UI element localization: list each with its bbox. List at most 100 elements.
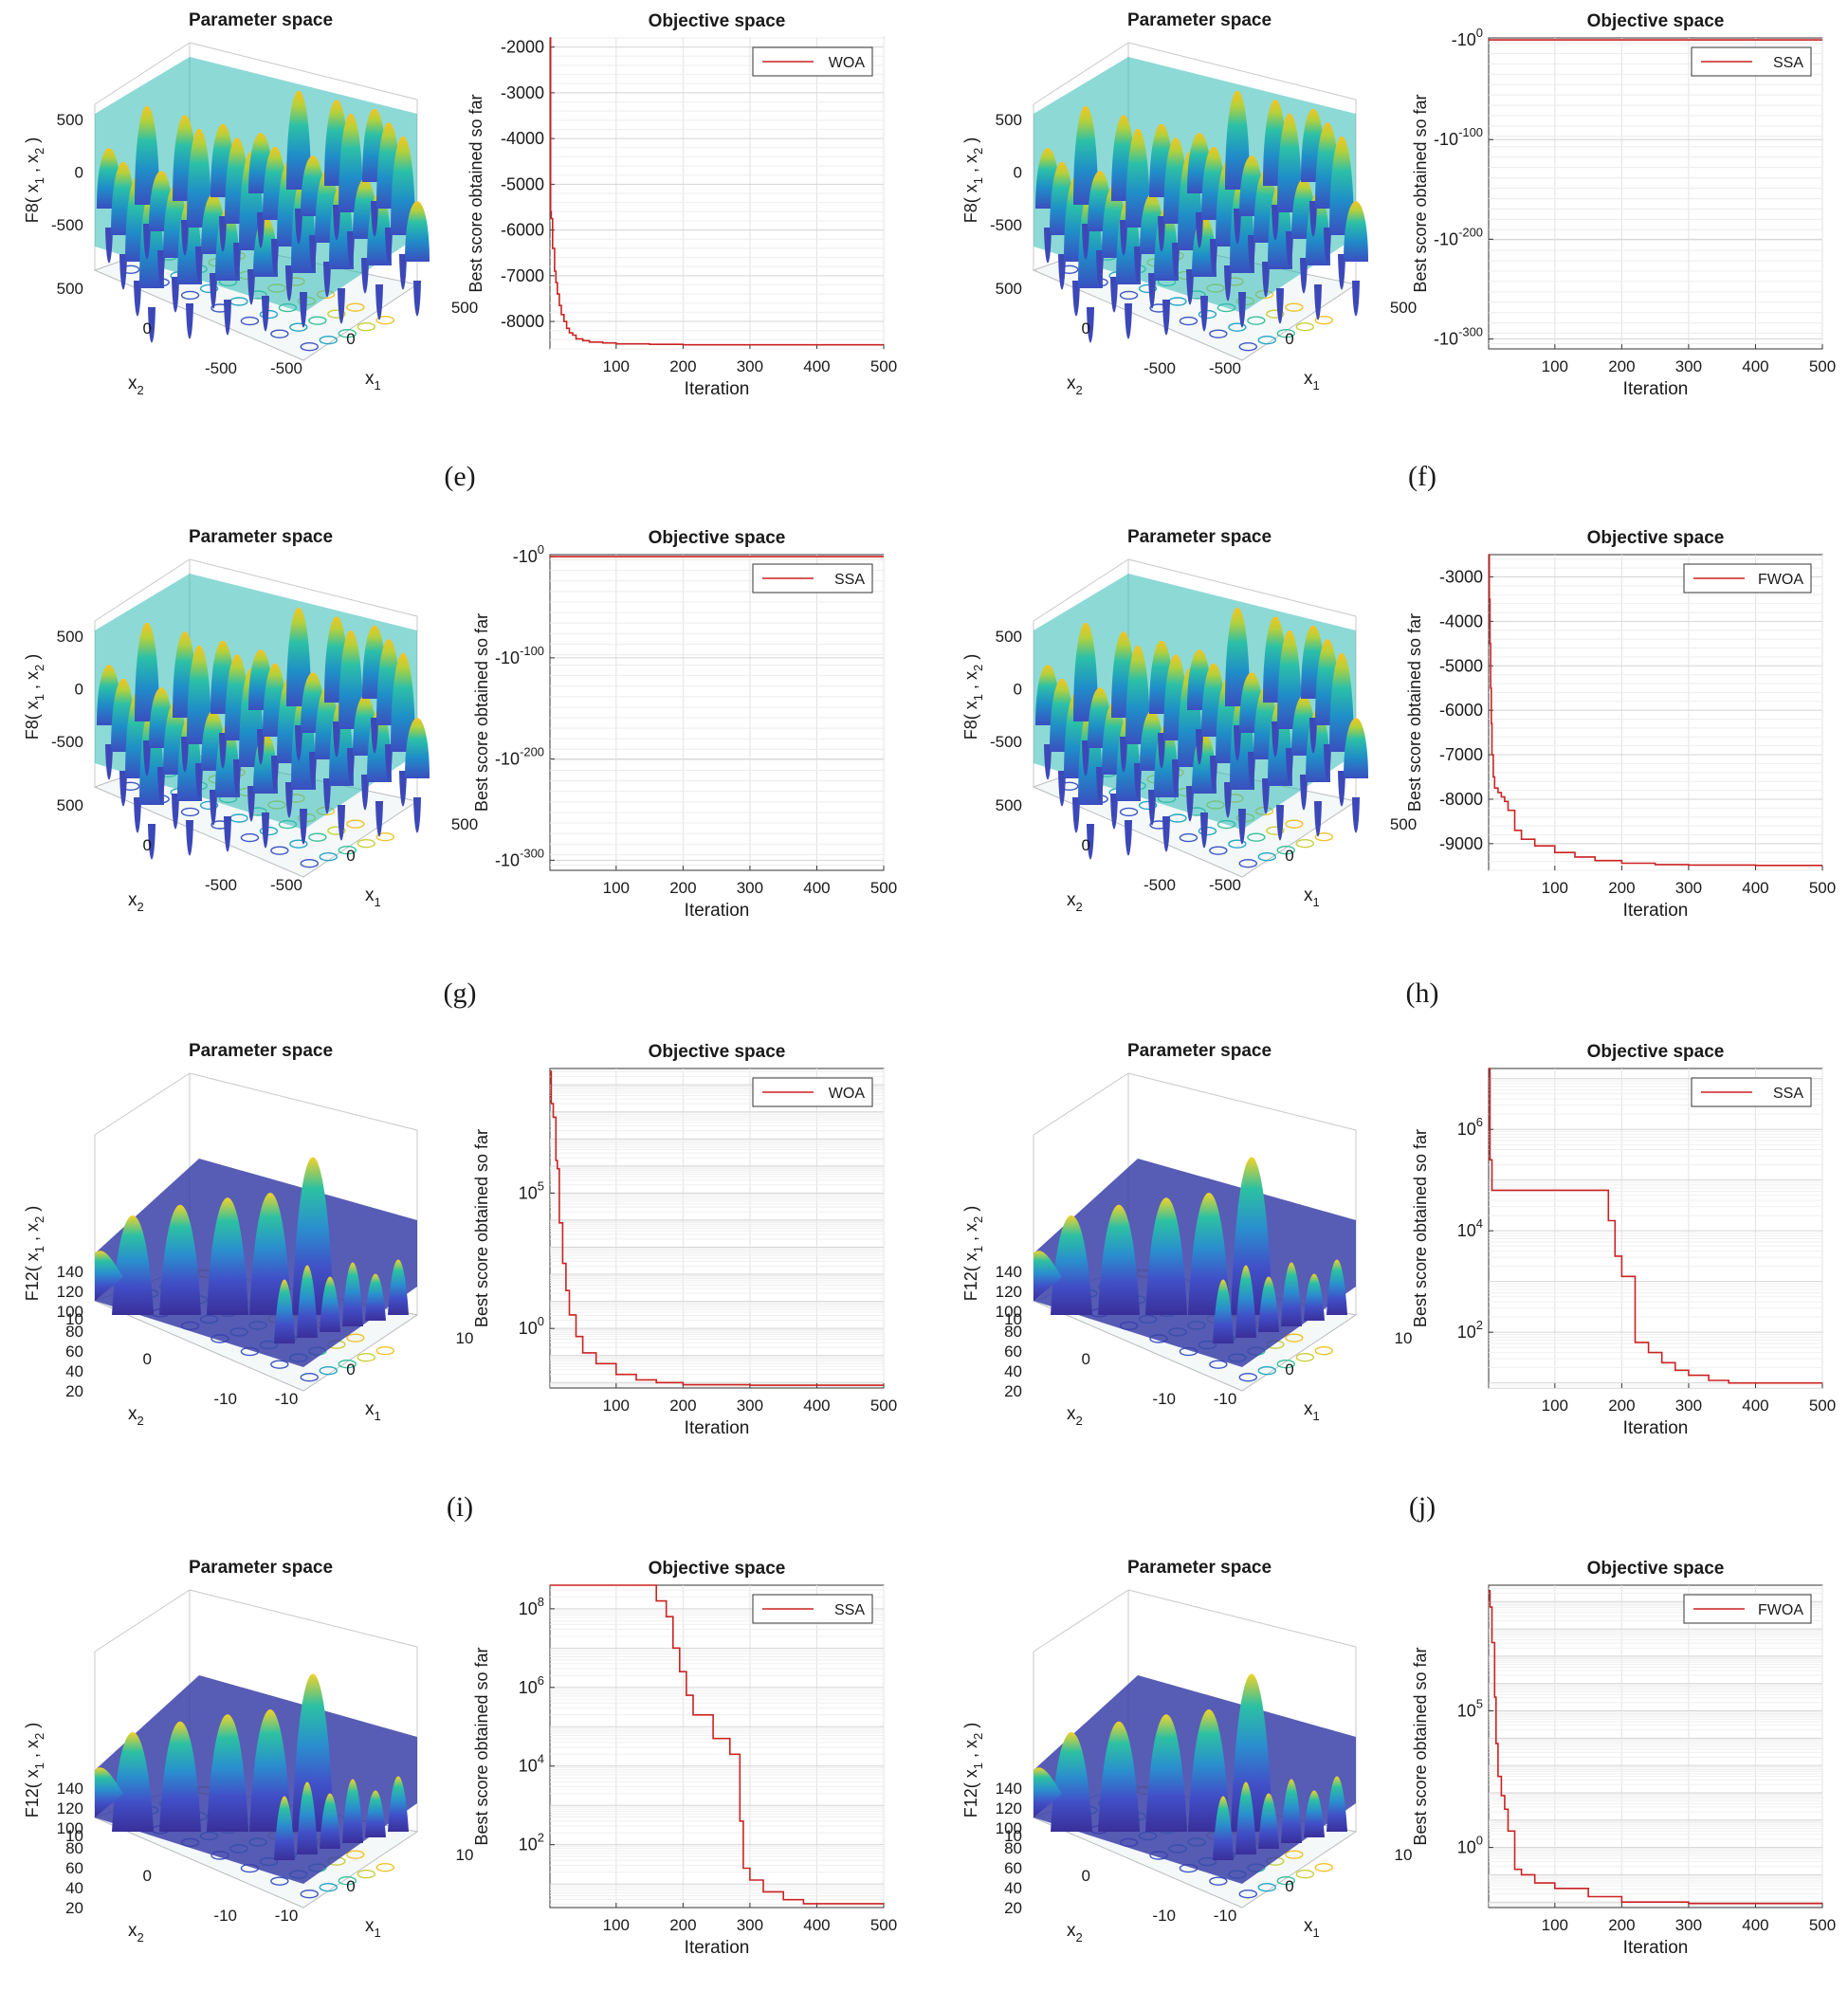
axis-line <box>94 1589 191 1653</box>
objective-plot-5: Objective space 100 200 300 400 500 Iteration -… <box>472 528 897 921</box>
series-line <box>550 1070 884 1386</box>
z-tick-label: 40 <box>1004 1362 1022 1380</box>
surface-peak <box>1213 1796 1234 1860</box>
parameter-space-title: Parameter space <box>1127 1041 1272 1061</box>
surface-plot-2: Parameter space 500 0 -500 F8( x1 , x2 ) 500 0… <box>961 10 1417 397</box>
surface-trough <box>210 273 217 309</box>
grid-lines <box>550 555 885 870</box>
y-tick-label: -5000 <box>501 174 544 193</box>
surface-trough <box>323 778 331 814</box>
surface-trough <box>1248 235 1255 271</box>
surface-trough <box>233 243 241 279</box>
x-axis-label: Iteration <box>1623 1938 1689 1958</box>
contour-ring <box>270 1360 289 1369</box>
surface-peak <box>1281 1779 1302 1843</box>
surface-peak <box>1304 1790 1325 1837</box>
surface-trough <box>333 205 340 241</box>
legend-label: SSA <box>834 1602 865 1618</box>
y-axis-label: Best score obtained so far <box>1411 94 1430 292</box>
x1-axis-label: x1 <box>365 886 381 909</box>
legend-label: SSA <box>1773 55 1803 71</box>
panel-caption: (h) <box>1406 977 1439 1009</box>
contour-ring <box>357 839 375 849</box>
objective-plot-13: Objective space 100 200 300 400 500 Iteration 1… <box>472 1559 897 1958</box>
x1-tick-label: 0 <box>346 1877 355 1895</box>
surface-trough <box>1125 303 1132 339</box>
x-tick-label: 100 <box>1542 879 1568 897</box>
contour-ring <box>308 316 327 325</box>
x1-tick-label: 500 <box>451 299 478 317</box>
objective-space-title: Objective space <box>649 1042 786 1062</box>
surface-peak <box>1213 1279 1234 1343</box>
legend: SSA <box>752 563 873 594</box>
contour-ring <box>1238 859 1257 868</box>
y-tick-label: -9000 <box>1439 834 1483 853</box>
panel-caption: (i) <box>447 1491 473 1523</box>
axis-line <box>1127 42 1357 100</box>
surface-peak <box>135 105 159 205</box>
surface-trough <box>247 269 255 305</box>
z-tick-label: 100 <box>996 1303 1022 1321</box>
surface-trough <box>219 216 227 252</box>
x1-tick-label: 10 <box>456 1329 474 1347</box>
x2-tick-label: 0 <box>1082 320 1090 338</box>
contour-ring <box>1179 316 1198 326</box>
contour-ring <box>1228 322 1247 332</box>
surface-trough <box>1248 752 1255 788</box>
y-axis-label: Best score obtained so far <box>472 1647 491 1845</box>
surface-trough <box>271 239 279 275</box>
surface-trough <box>219 733 227 769</box>
surface-trough <box>1286 748 1293 784</box>
axis-line <box>94 1072 191 1136</box>
z-tick-label: -500 <box>990 733 1022 751</box>
legend: SSA <box>752 1594 873 1624</box>
contour-ring <box>1238 1890 1257 1899</box>
surface-trough <box>1262 778 1270 814</box>
x1-tick-label: 0 <box>1285 847 1293 865</box>
axis-line <box>189 1072 418 1131</box>
surface-peak <box>1277 630 1302 729</box>
surface-peak <box>159 1721 201 1832</box>
y-tick-label: 104 <box>1457 1216 1483 1240</box>
y-axis-label: Best score obtained so far <box>467 94 485 292</box>
contour-ring <box>1209 1876 1228 1886</box>
surface-mesh <box>1034 574 1368 860</box>
contour-ring <box>240 316 260 326</box>
surface-peak <box>320 1276 340 1332</box>
contour-ring <box>1247 316 1266 325</box>
z-tick-label: 120 <box>996 1799 1022 1817</box>
contour-ring <box>1238 1373 1257 1382</box>
z-tick-label: 40 <box>65 1879 83 1897</box>
surface-trough <box>338 288 345 324</box>
x2-axis-label: x2 <box>128 890 144 914</box>
surface-peak <box>1258 1276 1279 1332</box>
contour-ring <box>199 283 219 294</box>
surface-trough <box>1238 809 1246 845</box>
x-tick-label: 300 <box>737 1916 763 1934</box>
parameter-space-title: Parameter space <box>189 1041 333 1061</box>
legend-label: FWOA <box>1758 1602 1803 1618</box>
axis-line <box>1033 1589 1129 1653</box>
x-tick-label: 500 <box>1809 357 1836 375</box>
surface-trough <box>233 759 241 795</box>
surface-trough <box>1082 740 1089 776</box>
x1-tick-label: 0 <box>1285 1361 1293 1379</box>
x-tick-label: 300 <box>1675 1397 1702 1415</box>
x-tick-label: 100 <box>1542 1397 1568 1415</box>
objective-plot-3: Objective space 100 200 300 400 500 Iteration -… <box>1411 11 1836 399</box>
surface-peak <box>1034 1767 1062 1817</box>
x1-tick-label: -500 <box>270 876 302 894</box>
x-tick-label: 400 <box>1742 1916 1768 1934</box>
contour-ring <box>375 316 394 325</box>
y-tick-label: -10-200 <box>495 745 544 769</box>
surface-trough <box>172 794 179 830</box>
contour-ring <box>180 807 200 817</box>
contour-ring <box>270 846 289 855</box>
contour-ring <box>346 1333 365 1342</box>
surface-trough <box>1162 300 1170 336</box>
y-tick-label: -100 <box>513 542 544 566</box>
surface-trough <box>1338 254 1345 290</box>
